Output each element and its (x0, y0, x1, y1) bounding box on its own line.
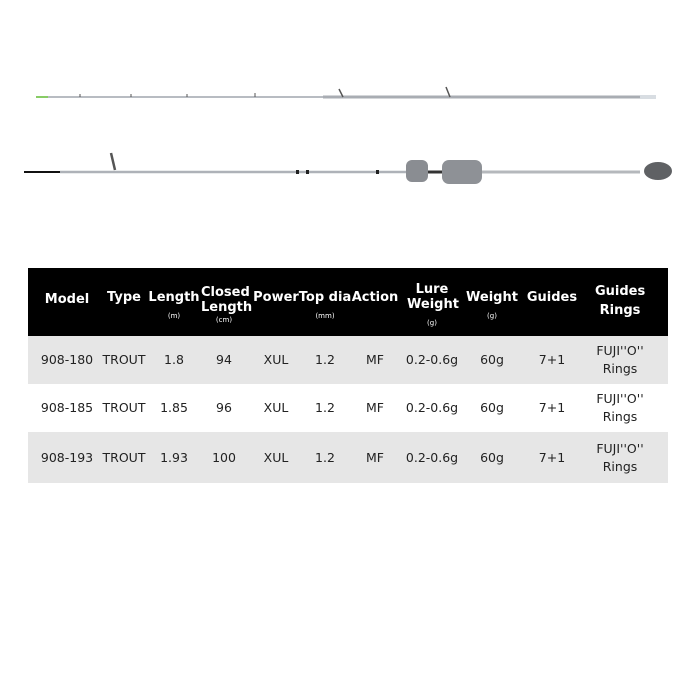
cell-model: 908-185 (40, 400, 94, 415)
cell-power: XUL (263, 400, 289, 415)
header-closed-length: Closed Length (cm) (201, 285, 253, 324)
header-power: Power (253, 290, 299, 305)
table-header: Model Type Length (m) Closed Length (cm) P… (28, 268, 668, 336)
cell-power: XUL (263, 449, 289, 465)
header-top-dia: Top dia (mm) (298, 290, 352, 320)
cell-type: TROUT (102, 400, 146, 415)
cell-length: 1.8 (164, 352, 184, 367)
cell-guides-rings: FUJI''O'' Rings (596, 440, 644, 474)
cell-weight: 60g (480, 400, 504, 415)
cell-model: 908-180 (40, 352, 94, 367)
header-type: Type (107, 290, 141, 305)
cell-top-dia: 1.2 (315, 449, 335, 465)
table-row: 908-193 TROUT 1.93 100 XUL 1.2 MF 0.2-0.6g 60g 7+… (28, 432, 668, 483)
cell-closed-length: 94 (216, 352, 232, 367)
cell-model: 908-193 (40, 449, 94, 465)
header-guides: Guides (526, 290, 578, 305)
header-lure-weight: Lure Weight (g) (407, 282, 459, 327)
cell-closed-length: 96 (216, 400, 232, 415)
cell-guides-rings: FUJI''O'' Rings (596, 343, 644, 376)
rod-tip-section (36, 86, 656, 99)
header-action: Action (351, 290, 399, 305)
cell-guides: 7+1 (538, 352, 566, 367)
header-model: Model (44, 292, 90, 307)
cell-top-dia: 1.2 (315, 352, 335, 367)
cell-guides: 7+1 (538, 400, 566, 415)
spec-table: Model Type Length (m) Closed Length (cm) P… (28, 268, 668, 483)
rod-butt-section (24, 152, 672, 184)
cell-action: MF (366, 352, 384, 367)
cell-action: MF (366, 449, 384, 465)
header-guides-rings: Guides Rings (595, 284, 646, 318)
cell-weight: 60g (480, 449, 504, 465)
header-weight: Weight (g) (466, 290, 518, 320)
table-row: 908-185 TROUT 1.85 96 XUL 1.2 MF 0.2-0.6g 60g 7+1… (28, 384, 668, 432)
cell-power: XUL (263, 352, 289, 367)
table-row: 908-180 TROUT 1.8 94 XUL 1.2 MF 0.2-0.6g 60g 7+1 F… (28, 336, 668, 384)
cell-length: 1.93 (160, 449, 188, 465)
cell-action: MF (366, 400, 384, 415)
cell-lure-weight: 0.2-0.6g (405, 352, 459, 367)
cell-lure-weight: 0.2-0.6g (405, 449, 459, 465)
cell-type: TROUT (102, 449, 146, 465)
fishing-rod-image (24, 86, 672, 184)
cell-type: TROUT (102, 352, 146, 367)
cell-length: 1.85 (160, 400, 188, 415)
cell-top-dia: 1.2 (315, 400, 335, 415)
cell-guides: 7+1 (538, 449, 566, 465)
cell-lure-weight: 0.2-0.6g (405, 400, 459, 415)
cell-weight: 60g (480, 352, 504, 367)
header-length: Length (m) (148, 290, 200, 320)
cell-closed-length: 100 (212, 449, 236, 465)
cell-guides-rings: FUJI''O'' Rings (596, 391, 644, 424)
